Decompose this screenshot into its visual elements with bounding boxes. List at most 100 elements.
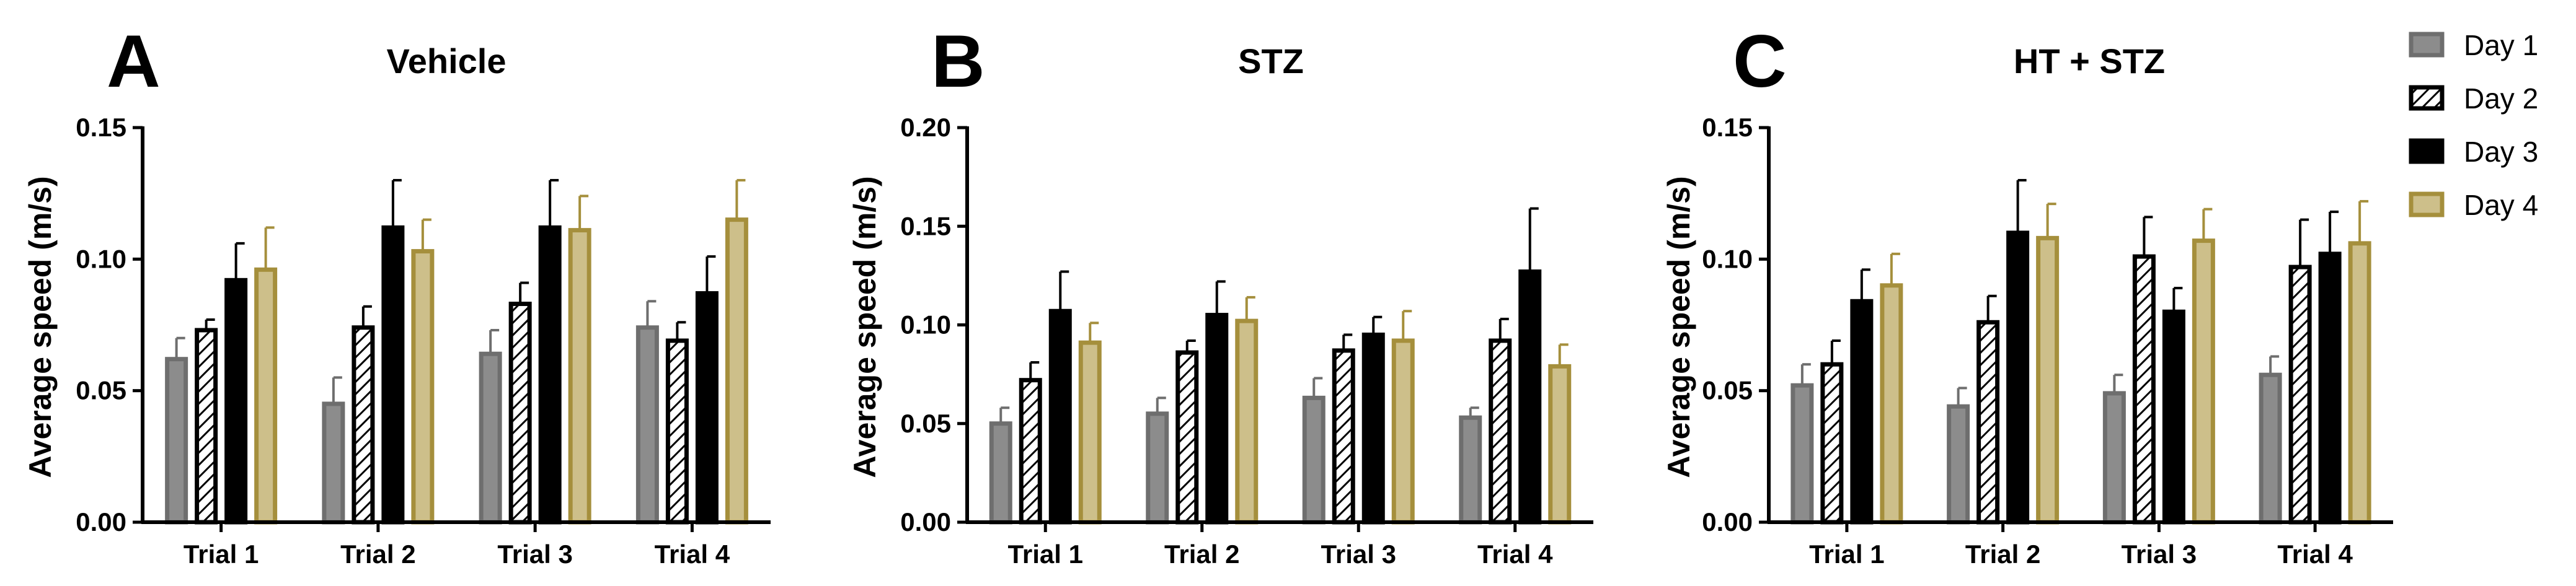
bar-vehicle-trial-4-day-1 bbox=[635, 325, 659, 525]
error-bar-stz-trial-1-day-3 bbox=[1059, 270, 1069, 312]
legend-swatch-day-4 bbox=[2409, 191, 2445, 217]
error-bar-stz-trial-3-day-1 bbox=[1312, 377, 1323, 398]
bar-vehicle-trial-2-day-2 bbox=[352, 325, 375, 525]
bar-ht-stz-trial-1-day-3 bbox=[1850, 299, 1874, 525]
bar-stz-trial-3-day-1 bbox=[1302, 395, 1326, 525]
y-axis-label-vehicle: Average speed (m/s) bbox=[23, 176, 58, 478]
x-tick-label-stz-trial-4: Trial 4 bbox=[1477, 540, 1553, 569]
bar-vehicle-trial-1-day-4 bbox=[254, 267, 278, 525]
bar-ht-stz-trial-2-day-2 bbox=[1976, 320, 2000, 525]
bar-stz-trial-2-day-2 bbox=[1175, 350, 1199, 525]
bar-stz-trial-1-day-2 bbox=[1019, 378, 1042, 525]
y-tick-label-stz-3: 0.15 bbox=[900, 211, 951, 240]
y-tick-label-vehicle-1: 0.05 bbox=[76, 376, 126, 405]
y-tick-label-stz-0: 0.00 bbox=[900, 507, 951, 536]
error-bar-ht-stz-trial-3-day-1 bbox=[2113, 374, 2123, 393]
x-tick-label-vehicle-trial-1: Trial 1 bbox=[184, 540, 259, 569]
error-bar-ht-stz-trial-4-day-2 bbox=[2299, 218, 2309, 268]
bar-stz-trial-3-day-2 bbox=[1332, 348, 1355, 525]
panel-title-stz: STZ bbox=[1238, 42, 1304, 81]
bar-ht-stz-trial-1-day-2 bbox=[1820, 362, 1844, 525]
panel-ht-stz: C HT + STZ Average speed (m/s) 0.00 0.05 0… bbox=[1662, 20, 2393, 569]
legend-label-day-2: Day 2 bbox=[2464, 82, 2538, 115]
error-bar-ht-stz-trial-4-day-3 bbox=[2329, 210, 2339, 254]
error-bar-stz-trial-2-day-1 bbox=[1156, 396, 1166, 414]
error-bar-stz-trial-4-day-3 bbox=[1528, 207, 1539, 272]
error-bar-stz-trial-2-day-2 bbox=[1185, 339, 1196, 353]
error-bar-vehicle-trial-3-day-1 bbox=[489, 328, 500, 354]
panel-stz: B STZ Average speed (m/s) 0.00 0.05 0.10 0.… bbox=[848, 20, 1593, 569]
y-tick-label-ht-stz-1: 0.05 bbox=[1702, 376, 1753, 405]
error-bar-vehicle-trial-2-day-3 bbox=[391, 178, 402, 228]
bar-stz-trial-4-day-1 bbox=[1459, 415, 1482, 525]
error-bar-stz-trial-4-day-1 bbox=[1469, 406, 1479, 418]
error-bar-ht-stz-trial-4-day-1 bbox=[2269, 355, 2280, 375]
bar-vehicle-trial-1-day-3 bbox=[224, 278, 248, 525]
bar-ht-stz-trial-4-day-1 bbox=[2259, 372, 2282, 525]
bar-vehicle-trial-1-day-1 bbox=[165, 357, 188, 525]
error-bar-vehicle-trial-1-day-1 bbox=[175, 336, 185, 359]
bar-ht-stz-trial-2-day-1 bbox=[1947, 404, 1970, 525]
error-bar-ht-stz-trial-2-day-1 bbox=[1957, 387, 1967, 407]
bar-vehicle-trial-2-day-3 bbox=[381, 225, 405, 525]
y-tick-label-ht-stz-2: 0.10 bbox=[1702, 244, 1753, 273]
bar-vehicle-trial-2-day-4 bbox=[411, 249, 435, 525]
error-bar-vehicle-trial-1-day-3 bbox=[234, 242, 245, 281]
error-bar-ht-stz-trial-3-day-4 bbox=[2202, 208, 2213, 241]
bar-stz-trial-2-day-3 bbox=[1205, 313, 1229, 525]
x-tick-label-ht-stz-trial-4: Trial 4 bbox=[2277, 540, 2353, 569]
bar-ht-stz-trial-2-day-4 bbox=[2036, 235, 2060, 525]
x-tick-label-vehicle-trial-2: Trial 2 bbox=[340, 540, 415, 569]
bar-vehicle-trial-1-day-2 bbox=[195, 328, 218, 525]
error-bar-stz-trial-1-day-4 bbox=[1089, 321, 1099, 343]
error-bar-stz-trial-3-day-4 bbox=[1402, 310, 1412, 341]
y-tick-label-vehicle-2: 0.10 bbox=[76, 244, 126, 273]
y-axis-label-stz: Average speed (m/s) bbox=[848, 176, 882, 478]
legend-label-day-4: Day 4 bbox=[2464, 189, 2538, 221]
bar-vehicle-trial-4-day-4 bbox=[725, 217, 748, 525]
x-tick-label-stz-trial-1: Trial 1 bbox=[1008, 540, 1083, 569]
legend-label-day-3: Day 3 bbox=[2464, 136, 2538, 168]
error-bar-stz-trial-2-day-4 bbox=[1245, 295, 1255, 321]
bar-vehicle-trial-3-day-1 bbox=[479, 351, 502, 525]
y-tick-label-stz-1: 0.05 bbox=[900, 409, 951, 438]
bar-stz-trial-2-day-1 bbox=[1146, 411, 1169, 525]
error-bar-vehicle-trial-1-day-4 bbox=[264, 226, 275, 270]
error-bar-vehicle-trial-4-day-2 bbox=[676, 321, 686, 341]
error-bar-ht-stz-trial-1-day-3 bbox=[1860, 268, 1870, 302]
x-tick-label-ht-stz-trial-2: Trial 2 bbox=[1965, 540, 2040, 569]
x-tick-label-vehicle-trial-4: Trial 4 bbox=[655, 540, 730, 569]
bar-stz-trial-4-day-4 bbox=[1548, 364, 1572, 525]
bar-vehicle-trial-2-day-1 bbox=[322, 401, 345, 525]
legend-swatch-day-1 bbox=[2409, 32, 2445, 58]
error-bar-ht-stz-trial-3-day-2 bbox=[2143, 216, 2153, 257]
bar-vehicle-trial-4-day-2 bbox=[665, 338, 689, 525]
error-bar-ht-stz-trial-2-day-2 bbox=[1986, 294, 1997, 323]
bar-ht-stz-trial-3-day-1 bbox=[2102, 391, 2126, 525]
bar-stz-trial-4-day-3 bbox=[1518, 269, 1542, 525]
y-tick-label-ht-stz-0: 0.00 bbox=[1702, 507, 1753, 536]
bar-ht-stz-trial-3-day-4 bbox=[2192, 238, 2215, 525]
bar-ht-stz-trial-1-day-4 bbox=[1880, 283, 1903, 525]
panel-title-vehicle: Vehicle bbox=[386, 42, 506, 81]
error-bar-vehicle-trial-4-day-1 bbox=[646, 300, 657, 328]
bar-stz-trial-1-day-3 bbox=[1048, 308, 1072, 525]
error-bar-ht-stz-trial-2-day-3 bbox=[2016, 178, 2027, 233]
bar-stz-trial-3-day-4 bbox=[1391, 338, 1415, 525]
error-bar-stz-trial-3-day-2 bbox=[1342, 333, 1353, 351]
bar-vehicle-trial-3-day-4 bbox=[568, 228, 591, 525]
bar-ht-stz-trial-1-day-1 bbox=[1790, 383, 1814, 525]
x-tick-label-ht-stz-trial-1: Trial 1 bbox=[1809, 540, 1884, 569]
legend: Day 1 Day 2 Day 3 Day 4 bbox=[2409, 29, 2538, 221]
bar-stz-trial-1-day-1 bbox=[989, 421, 1012, 525]
x-tick-label-vehicle-trial-3: Trial 3 bbox=[497, 540, 572, 569]
error-bar-vehicle-trial-3-day-2 bbox=[519, 281, 529, 304]
x-tick-label-ht-stz-trial-3: Trial 3 bbox=[2122, 540, 2197, 569]
bar-vehicle-trial-3-day-2 bbox=[508, 302, 532, 525]
error-bar-stz-trial-4-day-4 bbox=[1558, 343, 1569, 367]
error-bar-ht-stz-trial-1-day-1 bbox=[1800, 363, 1811, 386]
error-bar-stz-trial-1-day-2 bbox=[1029, 361, 1040, 380]
bar-ht-stz-trial-4-day-2 bbox=[2288, 265, 2312, 525]
error-bar-stz-trial-4-day-2 bbox=[1498, 317, 1509, 341]
panel-label-c: C bbox=[1733, 20, 1787, 103]
